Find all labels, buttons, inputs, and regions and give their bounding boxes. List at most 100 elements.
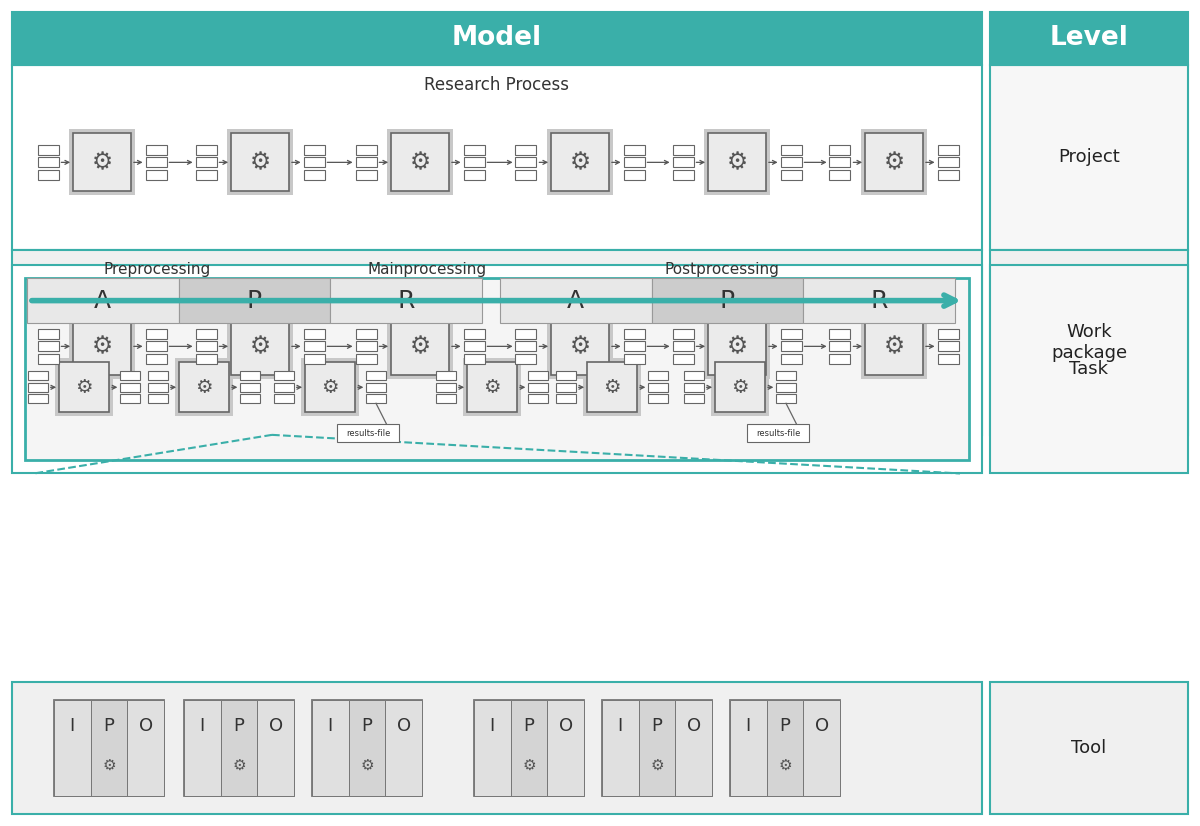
Bar	[29, 372, 48, 380]
Bar	[29, 394, 48, 403]
Text: ⚙: ⚙	[76, 377, 92, 396]
Bar	[865, 317, 923, 375]
Bar	[708, 317, 766, 375]
Bar	[624, 341, 644, 351]
Bar	[474, 700, 584, 795]
Bar	[780, 158, 802, 168]
Bar	[780, 145, 802, 154]
Bar	[704, 313, 770, 379]
Text: ⚙: ⚙	[409, 335, 431, 358]
Bar	[227, 130, 293, 196]
Bar	[551, 133, 610, 192]
Text: Level: Level	[1050, 26, 1128, 51]
Bar	[516, 158, 536, 168]
Text: O: O	[139, 717, 152, 735]
Bar	[145, 170, 167, 180]
Bar	[624, 158, 644, 168]
Text: ⚙: ⚙	[522, 757, 536, 772]
Bar	[715, 363, 766, 412]
Bar	[500, 278, 652, 323]
Bar	[145, 354, 167, 364]
Bar	[587, 363, 637, 412]
Text: I: I	[199, 717, 205, 735]
Bar	[304, 145, 324, 154]
Text: ⚙: ⚙	[604, 377, 620, 396]
Text: O: O	[815, 717, 829, 735]
Text: Model: Model	[452, 26, 542, 51]
Text: P: P	[720, 288, 736, 312]
Bar	[304, 341, 324, 351]
Bar	[437, 382, 456, 392]
Bar	[672, 341, 694, 351]
Bar	[780, 329, 802, 339]
Bar	[672, 329, 694, 339]
Bar	[829, 341, 851, 351]
Bar	[710, 358, 769, 416]
Text: ⚙: ⚙	[570, 150, 590, 174]
Bar	[366, 382, 385, 392]
Bar	[275, 372, 294, 380]
Bar	[730, 700, 840, 795]
Bar	[70, 313, 134, 379]
Bar	[12, 681, 982, 814]
Text: ⚙: ⚙	[91, 150, 113, 174]
Bar	[829, 329, 851, 339]
Bar	[474, 700, 511, 795]
Bar	[196, 329, 216, 339]
Text: R: R	[870, 288, 888, 312]
Bar	[730, 700, 767, 795]
Bar	[648, 372, 667, 380]
Bar	[776, 382, 796, 392]
Bar	[349, 700, 385, 795]
Bar	[937, 329, 959, 339]
Text: ⚙: ⚙	[731, 377, 749, 396]
Bar	[196, 170, 216, 180]
Bar	[516, 145, 536, 154]
Bar	[803, 700, 840, 795]
Text: ⚙: ⚙	[726, 150, 748, 174]
Bar	[196, 354, 216, 364]
Bar	[829, 158, 851, 168]
Bar	[184, 700, 221, 795]
Bar	[547, 130, 613, 196]
Bar	[463, 358, 521, 416]
Bar	[355, 354, 377, 364]
Text: ⚙: ⚙	[484, 377, 500, 396]
Bar	[386, 130, 454, 196]
Text: ⚙: ⚙	[570, 335, 590, 358]
Bar	[937, 354, 959, 364]
Text: O: O	[686, 717, 701, 735]
Bar	[990, 265, 1188, 473]
Bar	[652, 278, 803, 323]
Bar	[602, 700, 712, 795]
Bar	[937, 158, 959, 168]
Bar	[463, 158, 485, 168]
Text: Preprocessing: Preprocessing	[103, 263, 211, 278]
Bar	[355, 341, 377, 351]
Bar	[516, 341, 536, 351]
Text: ⚙: ⚙	[883, 335, 905, 358]
Bar	[29, 382, 48, 392]
Bar	[305, 363, 355, 412]
Bar	[275, 394, 294, 403]
Bar	[990, 65, 1188, 249]
Bar	[776, 372, 796, 380]
Bar	[672, 158, 694, 168]
Text: Research Process: Research Process	[425, 76, 570, 94]
Bar	[230, 317, 289, 375]
Bar	[990, 681, 1188, 814]
Bar	[672, 170, 694, 180]
Bar	[301, 358, 359, 416]
Bar	[304, 354, 324, 364]
Text: results-file: results-file	[756, 429, 800, 438]
Bar	[145, 341, 167, 351]
Bar	[240, 394, 259, 403]
Bar	[120, 394, 139, 403]
Bar	[463, 329, 485, 339]
Bar	[179, 363, 229, 412]
Text: Project: Project	[1058, 149, 1120, 166]
Text: Tool: Tool	[1072, 739, 1106, 757]
Bar	[937, 341, 959, 351]
Bar	[127, 700, 164, 795]
Text: Postprocessing: Postprocessing	[665, 263, 780, 278]
